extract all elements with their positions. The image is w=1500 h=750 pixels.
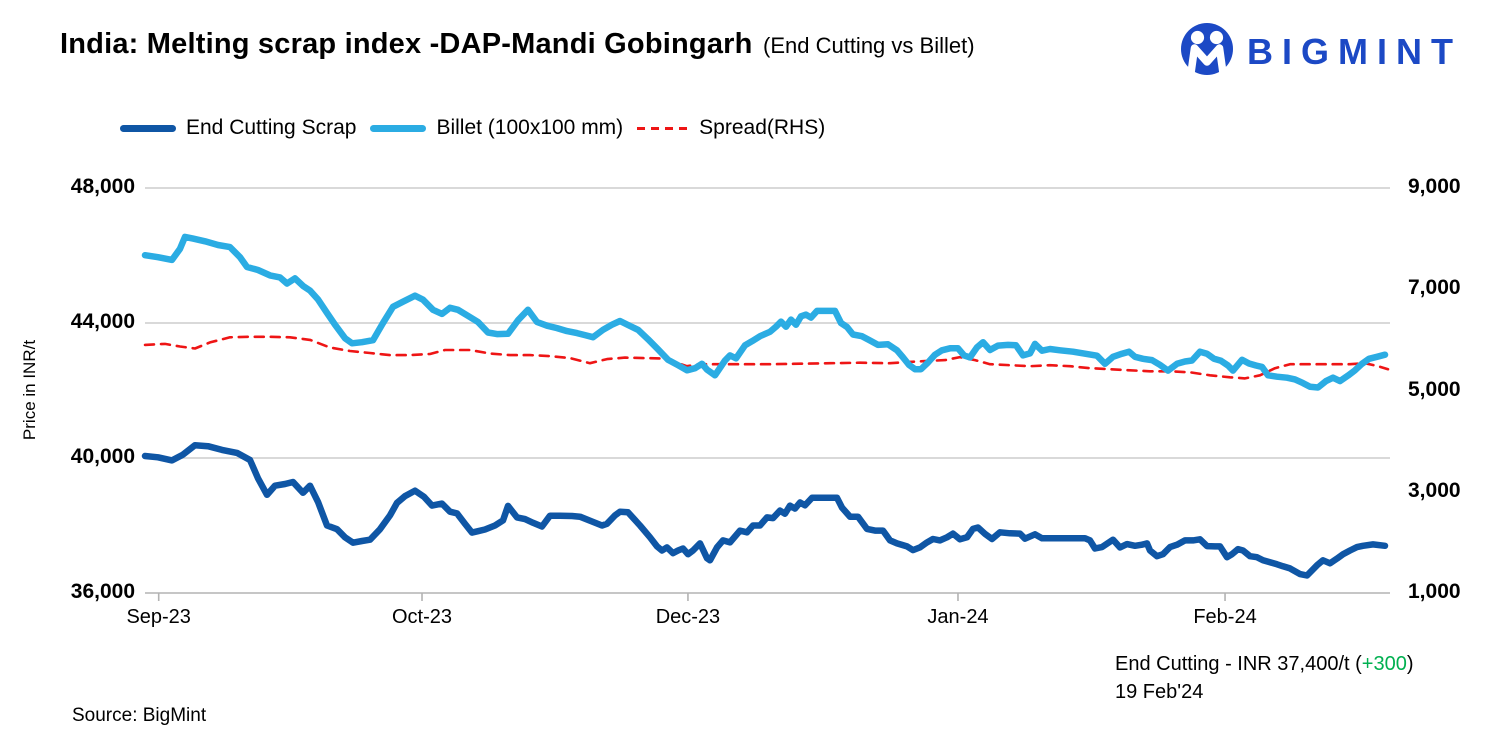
left-axis-tick-36000: 36,000 [70,580,135,603]
series-line-end-cutting-scrap [141,441,1389,579]
right-axis-tick-1000: 1,000 [1408,580,1461,603]
bigmint-logo-text: BIGMINT [1247,31,1462,72]
right-axis-tick-3000: 3,000 [1408,478,1461,502]
legend-swatch-2 [637,126,690,130]
bigmint-logo-icon [1180,22,1234,82]
x-axis-label-feb-24: Feb-24 [1193,606,1257,628]
x-axis-label-jan-24: Jan-24 [927,606,989,628]
left-axis-tick-40000: 40,000 [70,445,135,468]
right-axis-tick-9000: 9,000 [1408,175,1461,198]
x-axis-label-sep-23: Sep-23 [126,606,191,628]
source-note: Source: BigMint [72,705,207,726]
left-axis-tick-48000: 48,000 [70,175,135,198]
latest-price-annotation: End Cutting - INR 37,400/t (+300) 19 Feb… [1115,650,1414,706]
chart-title-block: India: Melting scrap index -DAP-Mandi Go… [60,28,975,61]
x-axis-label-oct-23: Oct-23 [391,606,453,628]
x-axis-label-dec-23: Dec-23 [655,606,721,628]
legend-label-0: End Cutting Scrap [186,116,357,139]
bigmint-logo: BIGMINT [1180,22,1462,82]
legend-item-0: End Cutting Scrap [120,116,356,140]
left-axis-title: Price in INR/t [20,339,39,441]
page-title: India: Melting scrap index -DAP-Mandi Go… [60,28,753,60]
series-line-spread-rhs- [143,335,1390,380]
right-axis-tick-7000: 7,000 [1408,276,1461,300]
series-line-billet-100x100-mm- [141,233,1389,391]
legend-label-2: Spread(RHS) [699,116,826,139]
legend-swatch-0 [120,124,176,132]
price-change-value: +300 [1361,653,1407,675]
chart-legend: End Cutting Scrap Billet (100x100 mm) Spre… [120,116,839,140]
legend-label-1: Billet (100x100 mm) [436,116,624,139]
legend-swatch-1 [370,124,427,132]
right-axis-tick-5000: 5,000 [1408,377,1461,401]
latest-price-date: 19 Feb'24 [1115,681,1204,703]
page-subtitle: (End Cutting vs Billet) [763,33,975,58]
legend-item-2: Spread(RHS) [637,116,825,140]
legend-item-1: Billet (100x100 mm) [370,116,623,140]
left-axis-tick-44000: 44,000 [70,310,135,333]
latest-price-line: End Cutting - INR 37,400/t (+300) [1115,653,1414,675]
